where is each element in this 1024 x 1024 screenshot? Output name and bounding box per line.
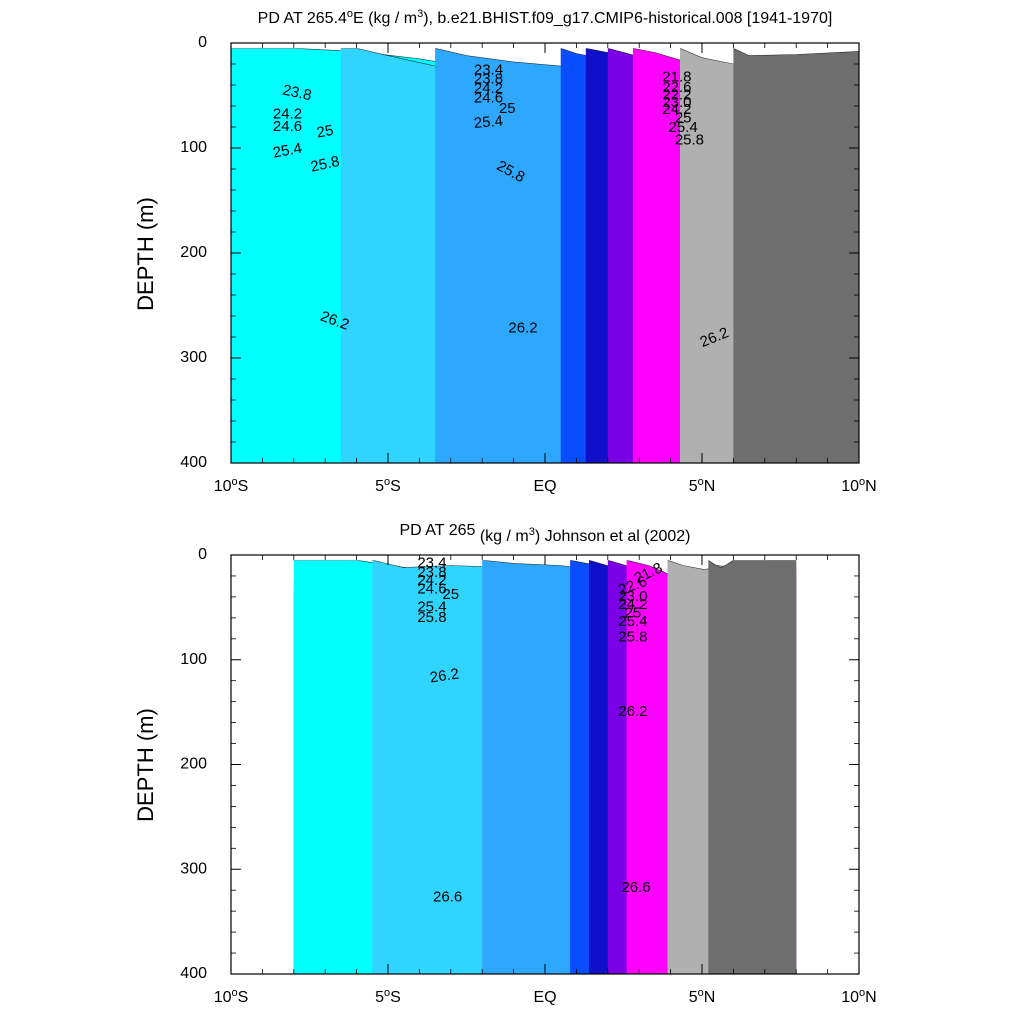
contour-label: 23.8 — [281, 82, 313, 105]
x-tick-label: 10oS — [214, 476, 249, 495]
contour-label: 26.6 — [621, 879, 650, 896]
contour-fills — [293, 555, 797, 974]
contour-label: 25 — [315, 122, 334, 142]
contour-band — [708, 560, 797, 974]
contour-label: 23.8 — [474, 71, 503, 88]
y-tick-label: 0 — [198, 34, 207, 51]
x-tick-label: 10oN — [841, 476, 876, 495]
panel-title: PD AT 265 (kg / m3) Johnson et al (2002) — [399, 522, 690, 545]
x-tick-label: EQ — [533, 478, 556, 495]
x-tick-label: 5oN — [689, 987, 716, 1006]
contour-label: 24.2 — [662, 101, 691, 118]
contour-label: 21.8 — [662, 69, 691, 86]
title-rest: ), b.e21.BHIST.f09_g17.CMIP6-historical.… — [423, 10, 832, 27]
contour-label: 22.6 — [662, 79, 691, 96]
contour-label: 25 — [442, 586, 459, 603]
title-unit: E (kg / m — [353, 10, 417, 27]
contour-label: 25.4 — [669, 119, 698, 136]
contour-label: 25.8 — [309, 153, 341, 176]
title-rest: ) Johnson et al (2002) — [535, 528, 691, 545]
contour-label: 26.2 — [508, 320, 537, 337]
contour-fills — [230, 43, 860, 464]
contour-label: 22.2 — [662, 86, 691, 103]
contour-label: 25.8 — [618, 629, 647, 646]
title-main: PD AT 265.4 — [258, 10, 347, 27]
contour-label: 25.4 — [272, 140, 304, 162]
contour-label: 26.6 — [433, 889, 462, 906]
title-main: PD AT 265 — [399, 522, 475, 539]
contour-label: 23.0 — [662, 94, 691, 111]
contour-label: 25 — [625, 605, 642, 622]
observation-panel: PD AT 265 (kg / m3) Johnson et al (2002)… — [133, 522, 877, 1006]
y-tick-label: 400 — [180, 454, 207, 471]
contour-label: 25.8 — [417, 609, 446, 626]
model-panel: PD AT 265.4oE (kg / m3), b.e21.BHIST.f09… — [133, 8, 877, 495]
contour-label: 23.0 — [618, 588, 647, 605]
contour-labels: 23.824.224.6 2525.425.823.423.824.224.625… — [272, 61, 732, 351]
x-tick-label: 10oS — [214, 987, 249, 1006]
axis-ticks: 0 100 200 300 400 10oS 5oS EQ 5oN 10oN — [180, 546, 876, 1006]
y-tick-label: 400 — [180, 965, 207, 982]
x-tick-label: 10oN — [841, 987, 876, 1006]
contour-label: 25.4 — [618, 613, 647, 630]
panel-title: PD AT 265.4oE (kg / m3), b.e21.BHIST.f09… — [258, 8, 833, 27]
contour-label: 23.4 — [417, 554, 446, 571]
y-tick-label: 0 — [198, 546, 207, 563]
contour-label: 23.8 — [417, 564, 446, 581]
contour-label: 24.2 — [474, 80, 503, 97]
y-tick-label: 300 — [180, 349, 207, 366]
contour-label: 25.4 — [417, 598, 446, 615]
contour-label: 26.2 — [618, 703, 647, 720]
contour-label: 24.2 — [417, 572, 446, 589]
contour-label: 25.8 — [675, 132, 704, 149]
contour-band — [733, 48, 859, 464]
contour-label: 24.6 — [273, 118, 302, 135]
y-tick-label: 300 — [180, 860, 207, 877]
contour-label: 23.4 — [474, 61, 503, 78]
title-unit-superscript: 3 — [529, 526, 535, 538]
contour-label: 24.2 — [273, 105, 302, 122]
contour-label: 24.6 — [417, 581, 446, 598]
y-tick-label: 200 — [180, 756, 207, 773]
contour-label: 24.6 — [474, 90, 503, 107]
title-unit-superscript: 3 — [417, 8, 423, 20]
y-tick-label: 100 — [180, 651, 207, 668]
x-tick-label: 5oS — [375, 476, 401, 495]
contour-label: 25.4 — [473, 113, 504, 132]
y-tick-label: 100 — [180, 139, 207, 156]
contour-line — [733, 48, 860, 56]
y-axis-label: DEPTH (m) — [133, 708, 158, 822]
contour-label: 26.2 — [429, 666, 460, 687]
contour-label: 25 — [675, 110, 692, 127]
y-tick-label: 200 — [180, 244, 207, 261]
contour-label: 24.2 — [618, 596, 647, 613]
title-unit: (kg / m — [475, 528, 528, 545]
x-tick-label: 5oS — [375, 987, 401, 1006]
x-tick-label: EQ — [533, 989, 556, 1006]
contour-label: 25 — [499, 100, 516, 117]
axis-ticks: 0 100 200 300 400 10oS 5oS EQ 5oN 10oN — [180, 34, 876, 495]
x-tick-label: 5oN — [689, 476, 716, 495]
y-axis-label: DEPTH (m) — [133, 197, 158, 311]
title-degree: o — [347, 8, 353, 20]
